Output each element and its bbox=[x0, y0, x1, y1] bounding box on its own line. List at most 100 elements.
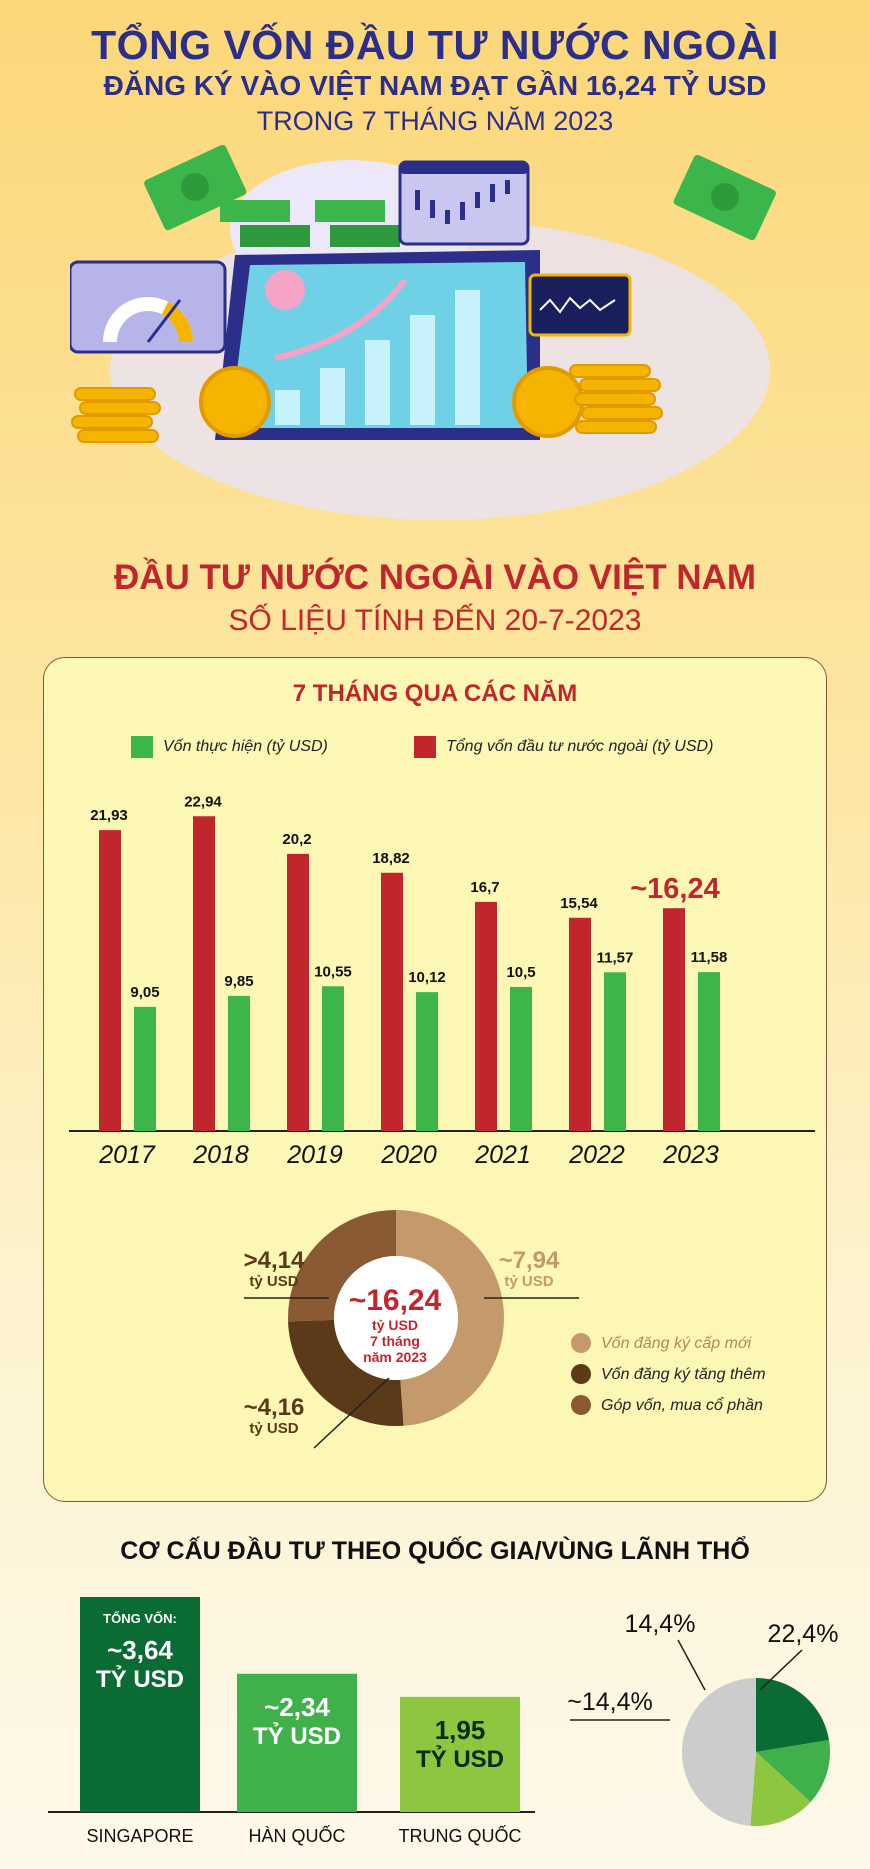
label-total-2017: 21,93 bbox=[90, 807, 128, 824]
bar-realized-2018 bbox=[228, 995, 250, 1131]
country-bar-0 bbox=[80, 1597, 200, 1812]
label-realized-2020: 10,12 bbox=[408, 969, 446, 986]
country-unit-1: TỶ USD bbox=[253, 1721, 341, 1750]
country-pie-slice-1 bbox=[756, 1739, 830, 1802]
donut-center-unit: tỷ USD bbox=[372, 1317, 418, 1333]
country-name-2: TRUNG QUỐC bbox=[399, 1825, 522, 1846]
gauge-panel-icon bbox=[70, 260, 227, 354]
donut-legend-dot-2 bbox=[571, 1395, 591, 1415]
label-total-2020: 18,82 bbox=[372, 850, 410, 867]
donut-slice-0 bbox=[396, 1210, 505, 1426]
bar-total-2020 bbox=[381, 872, 403, 1131]
donut-slice-1 bbox=[288, 1319, 404, 1426]
main-subtitle: ĐĂNG KÝ VÀO VIỆT NAM ĐẠT GẦN 16,24 TỶ US… bbox=[103, 70, 767, 101]
country-bar-2 bbox=[400, 1696, 520, 1812]
candlestick-chart-icon bbox=[398, 160, 530, 246]
bar-realized-2020 bbox=[416, 992, 438, 1131]
label-realized-2022: 11,57 bbox=[597, 949, 634, 966]
coin-stack-icon bbox=[71, 364, 663, 443]
donut-unit-1: tỷ USD bbox=[249, 1420, 298, 1437]
country-unit-2: TỶ USD bbox=[416, 1744, 504, 1773]
country-pie-label-1: 14,4% bbox=[625, 1610, 696, 1638]
donut-legend-label-1: Vốn đăng ký tăng thêm bbox=[601, 1366, 766, 1383]
country-pie-callout bbox=[677, 1639, 706, 1691]
line-chart-panel-icon bbox=[528, 273, 632, 337]
donut-value-0: ~7,94 bbox=[499, 1247, 560, 1274]
label-total-2023: ~16,24 bbox=[630, 873, 720, 905]
donut-unit-2: tỷ USD bbox=[249, 1273, 298, 1290]
bar-total-2021 bbox=[475, 901, 497, 1131]
bar-total-2019 bbox=[287, 853, 309, 1131]
country-value-2: 1,95 bbox=[435, 1715, 486, 1745]
main-period: TRONG 7 THÁNG NĂM 2023 bbox=[256, 106, 614, 136]
label-realized-2019: 10,55 bbox=[314, 963, 352, 980]
label-realized-2023: 11,58 bbox=[691, 949, 728, 966]
country-pie-callout bbox=[759, 1649, 803, 1691]
label-total-2022: 15,54 bbox=[560, 895, 598, 912]
country-pie-chart: 22,4% 14,4% ~14,4% bbox=[567, 1610, 839, 1826]
donut-center-value: ~16,24 bbox=[348, 1284, 442, 1317]
label-total-2018: 22,94 bbox=[184, 793, 222, 810]
legend-swatch bbox=[414, 736, 436, 758]
bar-total-2017 bbox=[99, 830, 121, 1131]
year-label-2022: 2022 bbox=[568, 1141, 625, 1169]
country-pie-label-2: ~14,4% bbox=[567, 1688, 653, 1716]
cash-stack-icon bbox=[220, 200, 400, 247]
legend-swatch bbox=[131, 736, 153, 758]
year-label-2023: 2023 bbox=[662, 1141, 719, 1169]
donut-center: ~16,24 tỷ USD 7 tháng năm 2023 bbox=[340, 1284, 450, 1366]
donut-value-2: >4,14 bbox=[244, 1247, 305, 1274]
donut-legend-dot-0 bbox=[571, 1333, 591, 1353]
bar-total-2018 bbox=[193, 816, 215, 1131]
year-label-2019: 2019 bbox=[286, 1141, 343, 1169]
finance-illustration bbox=[70, 144, 776, 520]
bar-realized-2021 bbox=[510, 986, 532, 1131]
country-section-title: CƠ CẤU ĐẦU TƯ THEO QUỐC GIA/VÙNG LÃNH TH… bbox=[120, 1537, 750, 1565]
country-pie-slice-0 bbox=[756, 1678, 830, 1752]
country-name-0: SINGAPORE bbox=[86, 1826, 193, 1846]
donut-center-line1: 7 tháng bbox=[370, 1333, 420, 1349]
bar-realized-2022 bbox=[604, 972, 626, 1131]
donut-legend-label-2: Góp vốn, mua cổ phần bbox=[601, 1396, 763, 1414]
donut-legend-dot-1 bbox=[571, 1364, 591, 1384]
legend-item-total: Tổng vốn đầu tư nước ngoài (tỷ USD) bbox=[414, 736, 713, 758]
donut-center-line2: năm 2023 bbox=[363, 1349, 427, 1365]
label-total-2019: 20,2 bbox=[282, 831, 311, 848]
country-unit-0: TỶ USD bbox=[96, 1664, 184, 1693]
bar-chart-title: 7 THÁNG QUA CÁC NĂM bbox=[292, 680, 578, 707]
bar-realized-2017 bbox=[134, 1006, 156, 1131]
label-realized-2017: 9,05 bbox=[130, 984, 159, 1001]
tablet-chart-icon bbox=[215, 250, 540, 440]
yearly-bar-chart: 21,93 9,05 2017 22,94 9,85 2018 20,2 10,55 2019 1… bbox=[69, 793, 815, 1169]
country-pie-slice-3 bbox=[681, 1678, 756, 1826]
donut-slice-2 bbox=[288, 1210, 396, 1322]
year-label-2017: 2017 bbox=[98, 1141, 156, 1169]
money-bill-icon bbox=[673, 154, 776, 241]
country-pie-slice-2 bbox=[750, 1752, 811, 1826]
main-title: TỔNG VỐN ĐẦU TƯ NƯỚC NGOÀI bbox=[91, 22, 779, 68]
bar-realized-2019 bbox=[322, 986, 344, 1131]
donut-legend-label-0: Vốn đăng ký cấp mới bbox=[601, 1335, 752, 1352]
donut-unit-0: tỷ USD bbox=[504, 1273, 553, 1290]
bar-total-2023 bbox=[663, 908, 685, 1131]
country-pie-label-0: 22,4% bbox=[768, 1620, 839, 1648]
year-label-2018: 2018 bbox=[192, 1141, 249, 1169]
legend-item-realized: Vốn thực hiện (tỷ USD) bbox=[131, 736, 328, 758]
bar-realized-2023 bbox=[698, 972, 720, 1131]
country-bar-1 bbox=[237, 1673, 357, 1812]
country-value-0: ~3,64 bbox=[107, 1635, 173, 1665]
legend-label: Tổng vốn đầu tư nước ngoài (tỷ USD) bbox=[446, 738, 714, 755]
donut-value-1: ~4,16 bbox=[244, 1394, 305, 1421]
section-title: ĐẦU TƯ NƯỚC NGOÀI VÀO VIỆT NAM bbox=[113, 558, 757, 597]
country-value-1: ~2,34 bbox=[264, 1692, 330, 1722]
bar-total-2022 bbox=[569, 917, 591, 1131]
country-prefix: TỔNG VỐN: bbox=[103, 1611, 177, 1626]
label-realized-2018: 9,85 bbox=[224, 973, 253, 990]
section-subtitle: SỐ LIỆU TÍNH ĐẾN 20-7-2023 bbox=[228, 604, 642, 637]
label-realized-2021: 10,5 bbox=[506, 964, 535, 981]
year-label-2020: 2020 bbox=[380, 1141, 437, 1169]
country-name-1: HÀN QUỐC bbox=[248, 1825, 345, 1846]
label-total-2021: 16,7 bbox=[470, 879, 499, 896]
